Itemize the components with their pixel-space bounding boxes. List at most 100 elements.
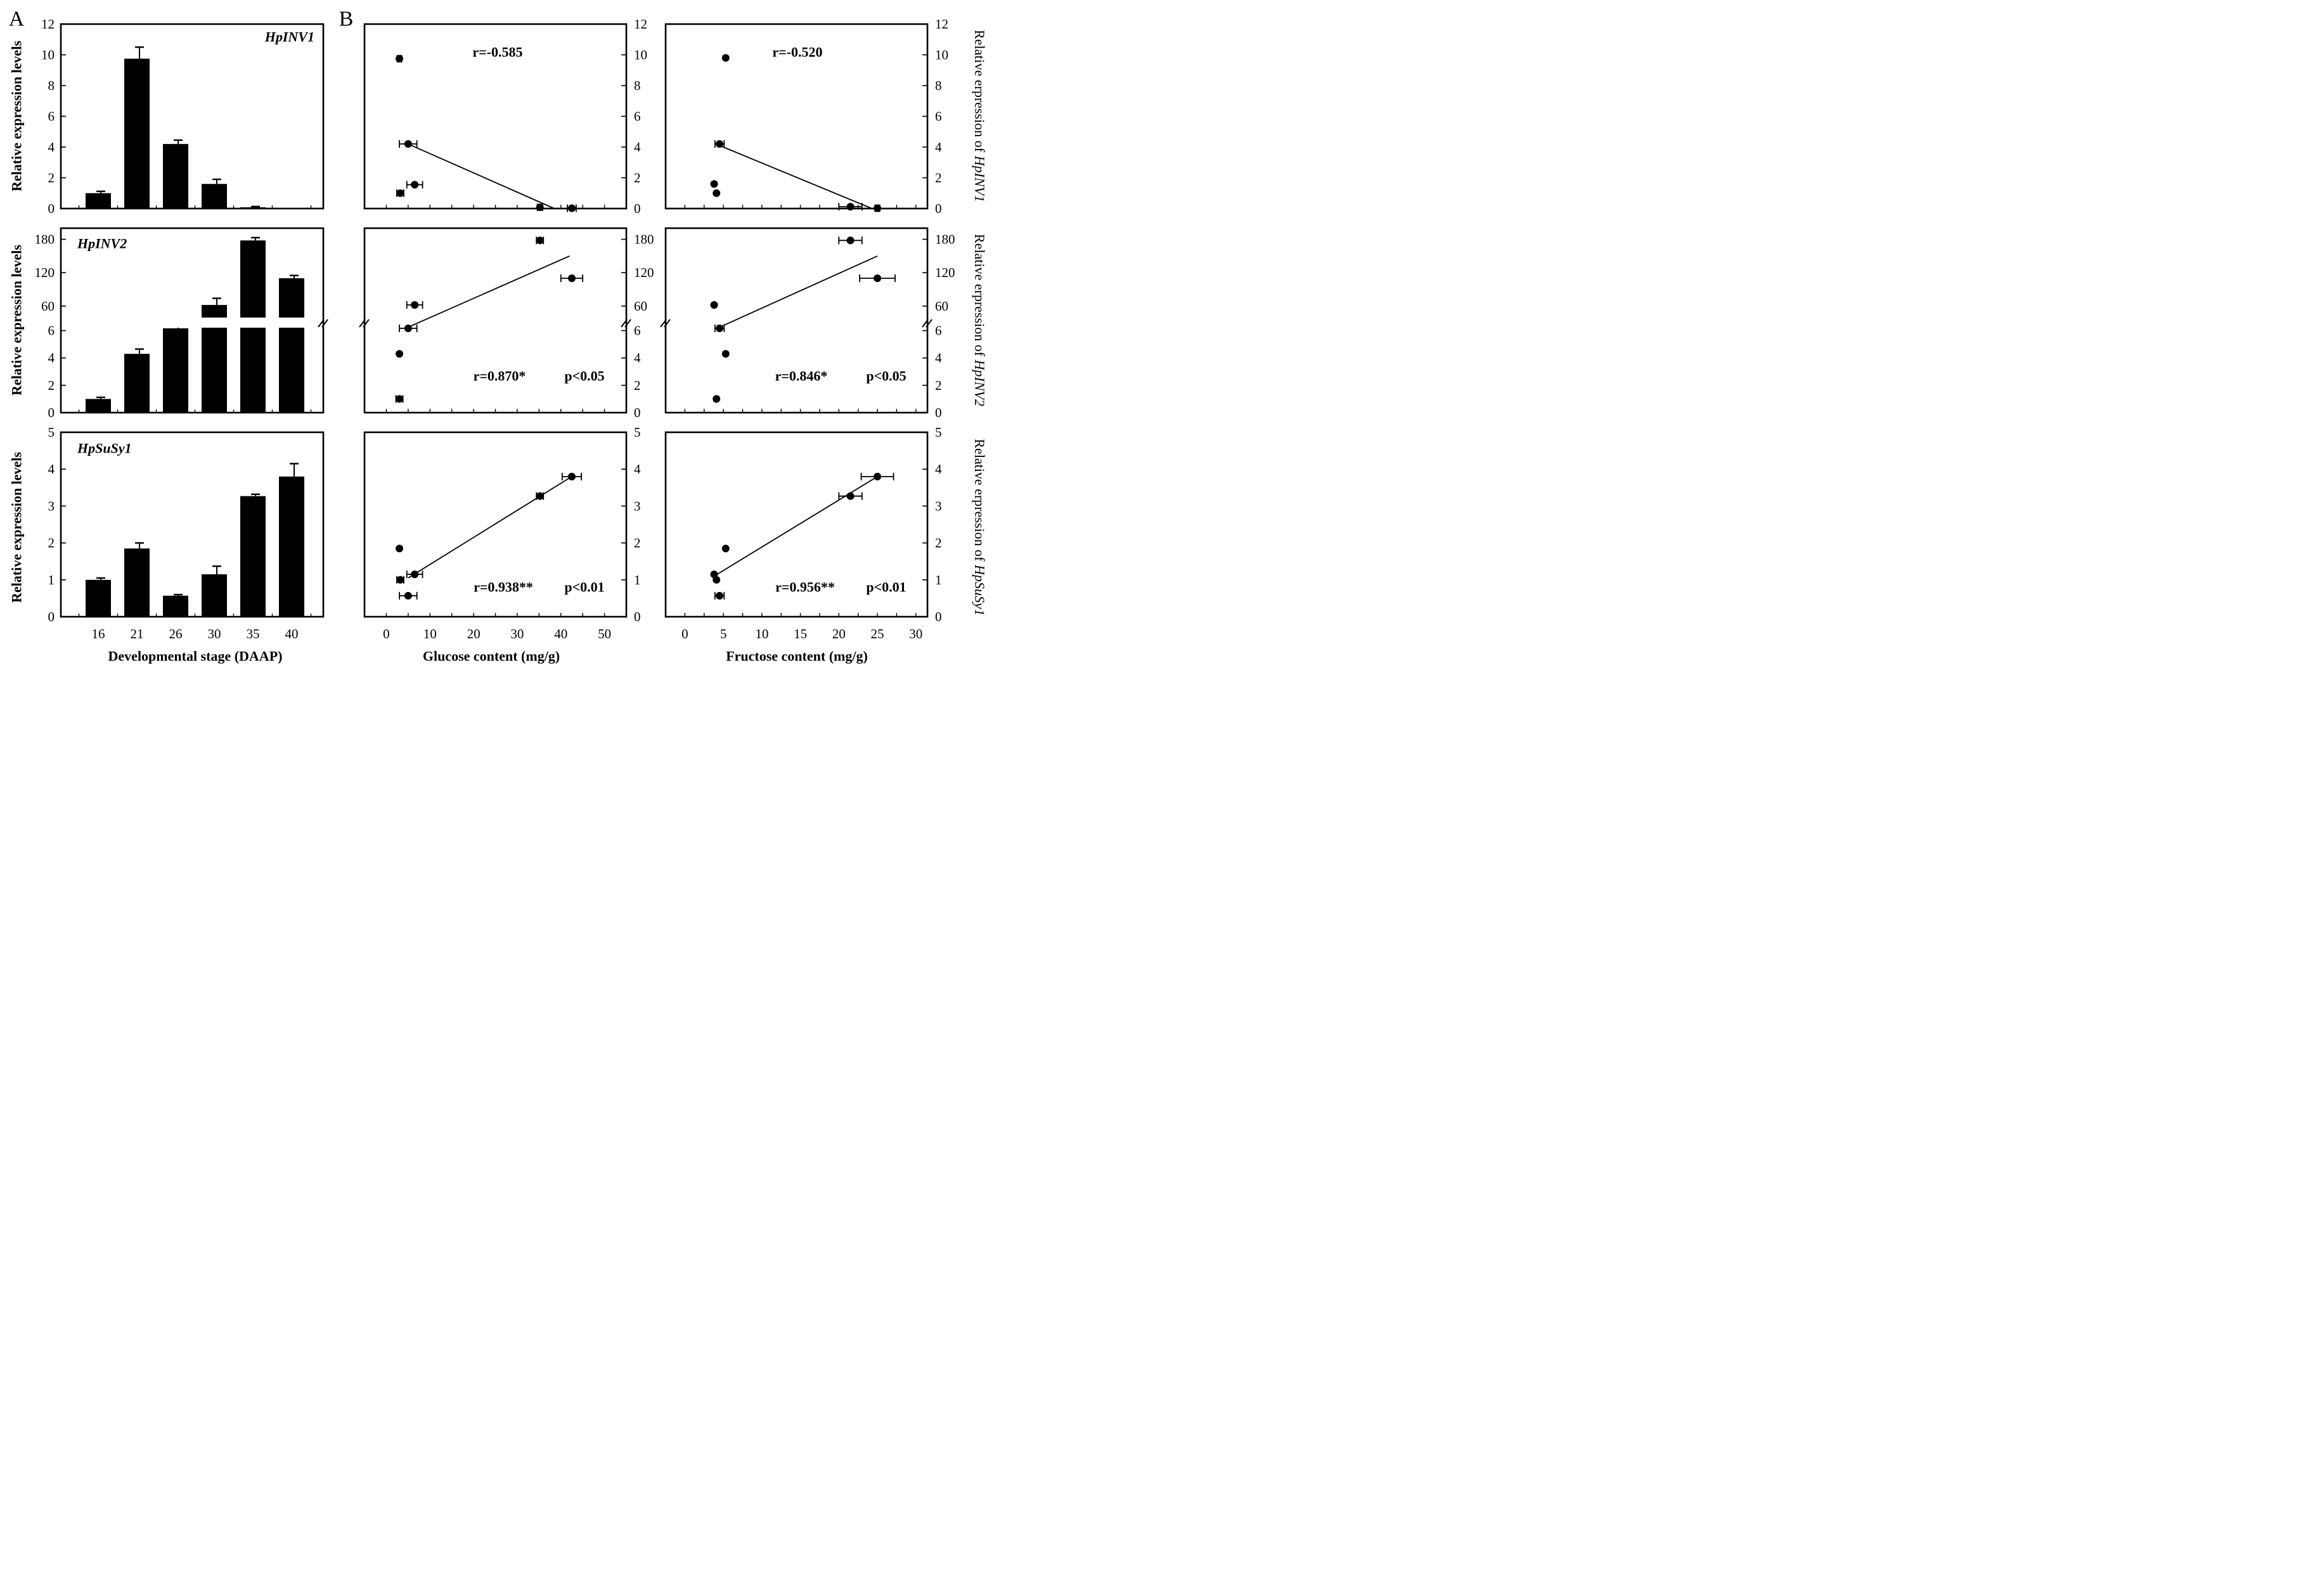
y-tick-label: 60 xyxy=(41,299,55,314)
y-tick-label: 10 xyxy=(41,48,55,63)
data-point xyxy=(713,395,721,403)
regression-line xyxy=(408,255,570,328)
y-tick-label: 120 xyxy=(935,265,955,280)
right-y-axis-label-gene: HpINV1 xyxy=(972,155,988,202)
y-axis-label: Relative expression levels xyxy=(9,245,25,396)
x-tick-label: 15 xyxy=(794,626,807,641)
x-axis-label: Developmental stage (DAAP) xyxy=(108,648,283,664)
axis-break-mark xyxy=(922,319,933,328)
stat-p: p<0.01 xyxy=(564,579,604,595)
y-tick-label: 0 xyxy=(634,609,641,624)
gene-label: HpSuSy1 xyxy=(77,441,132,456)
y-tick-label: 8 xyxy=(48,78,55,93)
stat-r: r=0.846* xyxy=(775,368,828,384)
data-point xyxy=(404,591,412,600)
bar-plot-frame xyxy=(60,23,325,210)
bar xyxy=(279,476,304,617)
y-tick-label: 0 xyxy=(935,201,942,216)
y-tick-label: 8 xyxy=(634,78,641,93)
data-point xyxy=(721,54,730,62)
right-y-axis-label: Relative erpression of HpINV1 xyxy=(972,30,988,202)
data-point xyxy=(396,395,404,403)
bar xyxy=(163,144,188,209)
bar xyxy=(163,328,188,413)
axis-break-mark xyxy=(359,319,370,328)
y-tick-label: 0 xyxy=(48,609,55,624)
y-axis-label: Relative expression levels xyxy=(9,41,25,191)
bar xyxy=(240,207,266,209)
y-tick-label: 2 xyxy=(634,378,641,393)
y-tick-label: 120 xyxy=(634,265,654,280)
y-tick-label: 1 xyxy=(48,572,55,588)
data-point xyxy=(710,180,718,188)
stat-r: r=0.938** xyxy=(474,579,533,595)
data-point xyxy=(396,350,404,358)
stat-r: r=0.870* xyxy=(474,368,526,384)
y-tick-label: 1 xyxy=(634,572,641,588)
data-point xyxy=(411,181,419,189)
y-tick-label: 4 xyxy=(935,351,942,366)
data-point xyxy=(567,274,576,282)
bar xyxy=(124,58,150,209)
x-tick-label: 16 xyxy=(92,626,105,641)
y-tick-label: 4 xyxy=(634,139,641,155)
right-y-axis-label: Relative erpression of HpINV2 xyxy=(972,234,988,406)
data-point xyxy=(716,591,724,600)
data-point xyxy=(721,544,730,553)
right-y-axis-label: Relative erpression of HpSuSy1 xyxy=(972,439,988,615)
y-tick-label: 5 xyxy=(935,425,942,440)
y-tick-label: 0 xyxy=(634,201,641,216)
regression-line xyxy=(408,476,572,579)
y-tick-label: 4 xyxy=(634,351,641,366)
y-tick-label: 2 xyxy=(935,378,942,393)
panel-label-b: B xyxy=(339,8,354,31)
x-tick-label: 21 xyxy=(131,626,144,641)
data-point xyxy=(404,325,412,332)
x-tick-label: 0 xyxy=(383,626,390,641)
stat-p: p<0.05 xyxy=(866,368,906,384)
y-tick-label: 10 xyxy=(634,48,647,63)
data-point xyxy=(396,189,404,197)
axis-break-mark xyxy=(621,319,631,328)
bar xyxy=(163,595,188,617)
data-point xyxy=(721,350,730,358)
regression-line xyxy=(714,476,878,577)
y-tick-label: 6 xyxy=(48,109,55,124)
y-tick-label: 0 xyxy=(935,609,942,624)
y-tick-label: 8 xyxy=(935,78,942,93)
x-tick-label: 35 xyxy=(247,626,260,641)
y-tick-label: 5 xyxy=(634,425,641,440)
y-tick-label: 180 xyxy=(35,232,55,247)
x-tick-label: 20 xyxy=(832,626,846,641)
y-tick-label: 0 xyxy=(48,201,55,216)
y-tick-label: 1 xyxy=(935,572,942,588)
y-tick-label: 2 xyxy=(48,171,55,186)
y-tick-label: 2 xyxy=(634,536,641,551)
data-point xyxy=(396,576,404,584)
panel-label-a: A xyxy=(9,8,25,31)
bar xyxy=(202,184,227,209)
x-tick-label: 50 xyxy=(598,626,611,641)
y-tick-label: 6 xyxy=(634,323,641,338)
data-point xyxy=(396,55,404,63)
bar xyxy=(86,399,111,413)
regression-line xyxy=(719,255,878,328)
figure: 0246810120246601201800123450246810120246… xyxy=(9,8,988,664)
y-tick-label: 6 xyxy=(48,323,55,338)
y-tick-label: 2 xyxy=(935,536,942,551)
regression-line xyxy=(719,145,872,209)
y-tick-label: 4 xyxy=(935,461,942,477)
bar xyxy=(279,278,304,413)
y-tick-label: 3 xyxy=(634,498,641,513)
y-tick-label: 4 xyxy=(48,461,55,477)
x-axis-label: Glucose content (mg/g) xyxy=(423,648,560,664)
right-y-axis-label-gene: HpSuSy1 xyxy=(972,564,988,616)
regression-line xyxy=(408,143,555,209)
y-tick-label: 180 xyxy=(634,232,654,247)
axis-break-gap xyxy=(62,318,322,328)
x-tick-label: 26 xyxy=(169,626,183,641)
data-point xyxy=(716,325,724,332)
y-tick-label: 12 xyxy=(41,16,55,32)
data-point xyxy=(713,576,721,584)
x-tick-label: 30 xyxy=(909,626,922,641)
